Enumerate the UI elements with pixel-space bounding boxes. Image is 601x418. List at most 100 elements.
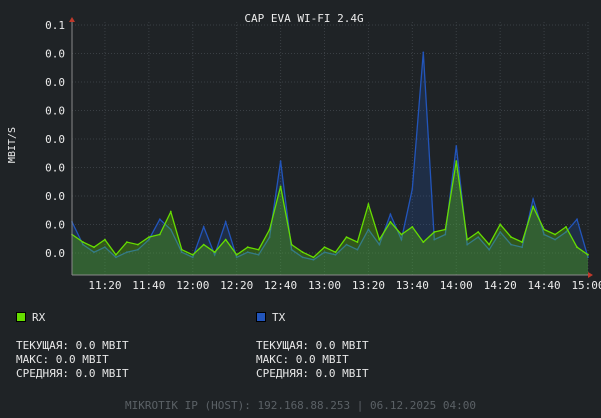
legend-rx: RX ТЕКУЩАЯ: 0.0 MBIT МАКС: 0.0 MBIT СРЕД… [16, 311, 129, 381]
rx-point [268, 228, 271, 231]
rx-point [345, 236, 348, 239]
tx-point [246, 251, 249, 254]
rx-point [565, 226, 567, 228]
rx-point [93, 246, 95, 249]
x-tick-label: 15:00 [571, 279, 601, 292]
rx-point [82, 241, 84, 244]
y-tick-label: 0.0 [45, 162, 65, 175]
rx-point [158, 233, 161, 236]
tx-point [521, 246, 523, 249]
tx-point [510, 243, 512, 246]
rx-point [499, 223, 502, 226]
x-tick-label: 11:40 [132, 279, 165, 292]
tx-point [378, 243, 381, 246]
rx-point [455, 160, 458, 163]
y-tick-label: 0.0 [45, 190, 65, 203]
x-tick-label: 12:40 [264, 279, 297, 292]
tx-point [93, 251, 95, 254]
tx-point [422, 51, 425, 54]
rx-legend-label: RX [32, 311, 46, 324]
y-axis-arrow-icon [69, 17, 75, 22]
rx-point [466, 238, 469, 241]
x-tick-label: 11:20 [88, 279, 121, 292]
rx-avg: СРЕДНЯЯ: 0.0 MBIT [16, 367, 129, 380]
tx-point [488, 248, 491, 251]
tx-point [169, 228, 172, 231]
rx-current: ТЕКУЩАЯ: 0.0 MBIT [16, 339, 129, 352]
tx-point [554, 238, 556, 241]
rx-point [246, 246, 249, 249]
x-tick-labels: 11:20 11:40 12:00 12:20 12:40 13:00 13:20 13:40… [88, 279, 601, 292]
rx-point [224, 238, 227, 241]
rx-point [510, 236, 512, 239]
y-tick-label: 0.0 [45, 247, 65, 260]
tx-current: ТЕКУЩАЯ: 0.0 MBIT [256, 339, 369, 352]
tx-point [543, 233, 545, 236]
tx-point [334, 253, 337, 256]
tx-point [290, 248, 293, 251]
tx-point [455, 145, 458, 147]
tx-point [268, 236, 271, 239]
tx-point [82, 243, 84, 246]
rx-point [235, 253, 238, 256]
rx-point [554, 233, 556, 236]
rx-area [72, 161, 588, 275]
tx-point [257, 253, 260, 256]
rx-point [148, 236, 150, 239]
rx-point [312, 256, 315, 259]
tx-point [444, 233, 447, 236]
rx-point [411, 226, 414, 228]
tx-point [411, 188, 414, 190]
rx-point [323, 246, 326, 249]
tx-area [72, 52, 588, 276]
tx-point [466, 243, 469, 246]
rx-point [169, 210, 172, 213]
tx-point [202, 226, 205, 228]
series-layer [71, 51, 589, 276]
rx-point [477, 231, 480, 233]
x-tick-label: 13:20 [352, 279, 385, 292]
x-tick-label: 12:20 [220, 279, 253, 292]
tx-point [137, 248, 139, 251]
tx-point [323, 251, 326, 254]
footer-host-info: MIKROTIK IP (HOST): 192.168.88.253 | 06.… [125, 399, 476, 412]
tx-point [104, 246, 106, 249]
rx-point [104, 238, 106, 241]
y-tick-label: 0.0 [45, 219, 65, 232]
tx-point [576, 218, 578, 221]
tx-line [71, 52, 589, 261]
rx-point [488, 243, 491, 246]
x-tick-label: 14:40 [528, 279, 561, 292]
rx-point [433, 231, 436, 233]
rx-point [180, 248, 183, 251]
rx-point [521, 241, 523, 244]
x-axis-arrow-icon [588, 272, 593, 278]
tx-point [115, 256, 117, 259]
tx-point [499, 231, 502, 233]
rx-point [587, 253, 589, 256]
tx-point [565, 231, 567, 233]
chart-title: CAP EVA WI-FI 2.4G [244, 12, 363, 25]
tx-swatch [256, 312, 266, 322]
y-tick-label: 0.0 [45, 105, 65, 118]
rx-point [389, 221, 392, 223]
legend-tx: TX ТЕКУЩАЯ: 0.0 MBIT МАКС: 0.0 MBIT СРЕД… [256, 311, 369, 381]
y-tick-label: 0.0 [45, 48, 65, 61]
rx-point [202, 243, 205, 246]
rx-point [257, 248, 260, 251]
rx-point [543, 228, 545, 231]
rx-point [137, 243, 139, 246]
tx-point [224, 221, 227, 223]
rx-point [532, 205, 534, 208]
rx-point [400, 233, 403, 236]
tx-point [235, 256, 238, 259]
tx-point [148, 238, 150, 241]
tx-point [345, 243, 348, 246]
tx-point [367, 228, 370, 231]
tx-point [158, 218, 161, 221]
y-axis-label: MBIT/S [7, 127, 18, 163]
rx-max: МАКС: 0.0 MBIT [16, 353, 109, 366]
rx-point [290, 243, 293, 246]
rx-point [444, 228, 447, 231]
tx-point [400, 238, 403, 241]
